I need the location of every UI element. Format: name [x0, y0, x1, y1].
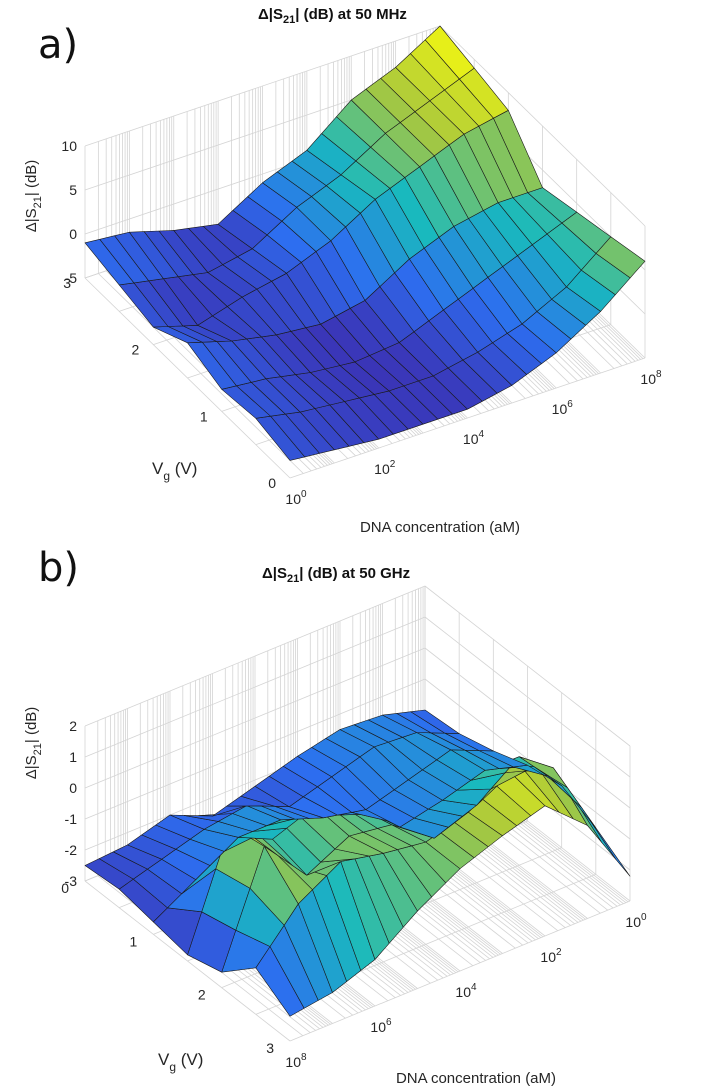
title-sub: 21	[282, 14, 296, 26]
title-suffix: | (dB) at 50 MHz	[295, 6, 407, 23]
y-tick-label: 0	[268, 475, 276, 491]
z-tick-label: -5	[65, 270, 78, 286]
y-floor-grid-line	[289, 357, 646, 479]
x-axis-label: DNA concentration (aM)	[396, 1070, 556, 1087]
y-tick-label: 2	[132, 342, 140, 358]
y-tick-label: 1	[130, 933, 138, 949]
z-tick-label: 0	[69, 780, 77, 796]
y-tick-label: 2	[198, 987, 206, 1003]
x-tick-label: 106	[370, 1017, 392, 1035]
panel-label-b: b)	[38, 545, 79, 591]
z-axis-label: Δ|S21| (dB)	[23, 707, 44, 780]
surface-mesh	[84, 25, 646, 461]
x-tick-label: 100	[625, 912, 647, 930]
x-tick-label: 104	[455, 982, 477, 1000]
z-axis-label: Δ|S21| (dB)	[23, 160, 44, 233]
surface-patch	[410, 709, 460, 734]
surface-mesh	[84, 709, 631, 1017]
z-tick-label: -3	[65, 873, 78, 889]
y-axis-label: Vg (V)	[158, 1050, 203, 1074]
title-prefix: Δ|S	[258, 6, 283, 23]
z-tick-label: -1	[65, 811, 78, 827]
x-axis-label: DNA concentration (aM)	[360, 519, 520, 536]
z-grid-line	[84, 678, 426, 820]
y-tick-label: 0	[61, 880, 69, 896]
panel-b: b) Δ|S21| (dB) at 50 GHz 2 1 0 -1 -2 -3 0 1 2 3 10…	[0, 545, 702, 1089]
z-grid-line	[84, 25, 441, 147]
title-sub: 21	[286, 573, 300, 585]
x-tick-label: 108	[640, 369, 662, 387]
title-suffix: | (dB) at 50 GHz	[299, 565, 411, 582]
x-tick-label: 100	[285, 489, 307, 507]
x-tick-label: 102	[374, 459, 396, 477]
panel-a: a) Δ|S21| (dB) at 50 MHz 10 5 0 -5 0 1 2 3 100 10…	[0, 0, 702, 540]
y-tick-label: 3	[266, 1040, 274, 1056]
z-tick-label: 2	[69, 718, 77, 734]
surface-patch	[424, 25, 475, 80]
y-axis-label: Vg (V)	[152, 459, 197, 483]
x-tick-label: 102	[540, 947, 562, 965]
x-tick-label: 108	[285, 1052, 307, 1070]
z-grid-line	[84, 585, 426, 727]
title-prefix: Δ|S	[262, 565, 287, 582]
chart-title-a: Δ|S21| (dB) at 50 MHz	[258, 6, 407, 26]
z-grid-line	[84, 647, 426, 789]
surface-plot-a: 10 5 0 -5 0 1 2 3 100 102 104 106 108 Δ|S21| (dB) Vg (…	[23, 25, 662, 536]
z-tick-label: 1	[69, 749, 77, 765]
x-tick-label: 104	[463, 429, 485, 447]
y-tick-label: 1	[200, 408, 208, 424]
x-tick-label: 106	[552, 399, 574, 417]
z-tick-label: -2	[65, 842, 78, 858]
panel-label-a: a)	[38, 22, 79, 68]
z-tick-label: 5	[69, 182, 77, 198]
z-tick-label: 10	[61, 138, 77, 154]
y-floor-grid-line	[289, 900, 631, 1042]
chart-title-b: Δ|S21| (dB) at 50 GHz	[262, 565, 410, 585]
y-tick-label: 3	[63, 275, 71, 291]
z-grid-line	[84, 616, 426, 758]
z-tick-label: 0	[69, 226, 77, 242]
